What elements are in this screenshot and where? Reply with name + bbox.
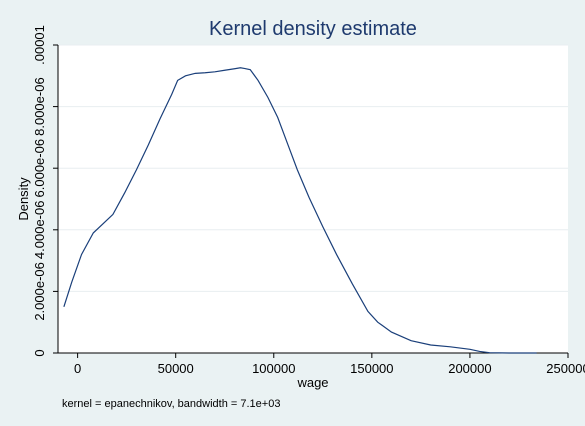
x-axis-title: wage	[296, 375, 328, 390]
y-axis-title: Density	[16, 177, 31, 221]
y-tick-label-1: 2.000e-06	[32, 262, 47, 321]
y-tick-label-4: 8.000e-06	[32, 77, 47, 136]
axes	[57, 45, 568, 354]
y-tick-label-2: 4.000e-06	[32, 201, 47, 260]
x-tick-label-2: 100000	[252, 361, 295, 376]
plot-background	[58, 45, 568, 353]
kernel-note: kernel = epanechnikov, bandwidth = 7.1e+…	[62, 398, 280, 410]
x-tick-label-3: 150000	[350, 361, 393, 376]
x-tick-label-5: 250000	[546, 361, 585, 376]
x-tick-label-4: 200000	[448, 361, 491, 376]
y-tick-label-5: .00001	[32, 25, 47, 65]
y-tick-label-0: 0	[32, 349, 47, 356]
y-tick-label-3: 6.000e-06	[32, 139, 47, 198]
chart-title: Kernel density estimate	[209, 18, 417, 40]
x-tick-label-1: 50000	[158, 361, 194, 376]
density-curve	[63, 67, 537, 354]
tick-marks	[53, 44, 569, 358]
x-tick-label-0: 0	[74, 361, 81, 376]
tick-labels: 0 2.000e-06 4.000e-06 6.000e-06 8.000e-06 .00…	[32, 25, 585, 376]
